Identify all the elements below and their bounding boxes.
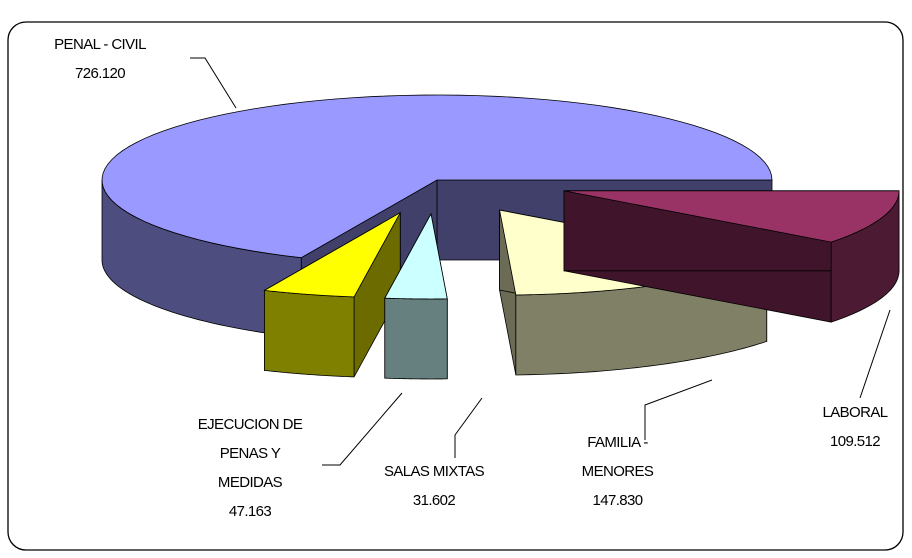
leader-line [644,379,713,440]
slice-top [384,212,448,300]
slice [384,212,448,380]
slice-top [101,94,773,259]
slice [263,211,402,378]
value-label: 47.163 [228,503,272,520]
leader-line [859,309,891,399]
slice-label: LABORAL 109.512 [800,398,910,456]
slice-top [263,211,402,298]
slice-label: FAMILIA - MENORES 147.830 [575,428,660,515]
leader-line [322,392,403,466]
pie [101,94,900,380]
slice-wall [384,297,448,380]
value-label: 31.602 [412,492,456,509]
slice [563,190,900,323]
leader-line [454,397,483,458]
slice-wall [264,289,355,378]
category-label: EJECUCION DE PENAS Y MEDIDAS [197,416,303,491]
slice-top [563,190,900,243]
slice-label: SALAS MIXTAS 31.602 [364,457,504,515]
category-label: FAMILIA - MENORES [581,434,654,480]
leader-lines [190,57,891,466]
category-label: PENAL - CIVIL [54,36,146,53]
slice-label: PENAL - CIVIL 726.120 [30,30,170,88]
value-label: 147.830 [592,492,643,509]
slice-label: EJECUCION DE PENAS Y MEDIDAS 47.163 [195,410,305,526]
leader-line [190,57,237,109]
category-label: LABORAL [822,404,889,421]
category-label: SALAS MIXTAS [383,463,485,480]
value-label: 109.512 [829,433,881,450]
value-label: 726.120 [74,65,126,82]
